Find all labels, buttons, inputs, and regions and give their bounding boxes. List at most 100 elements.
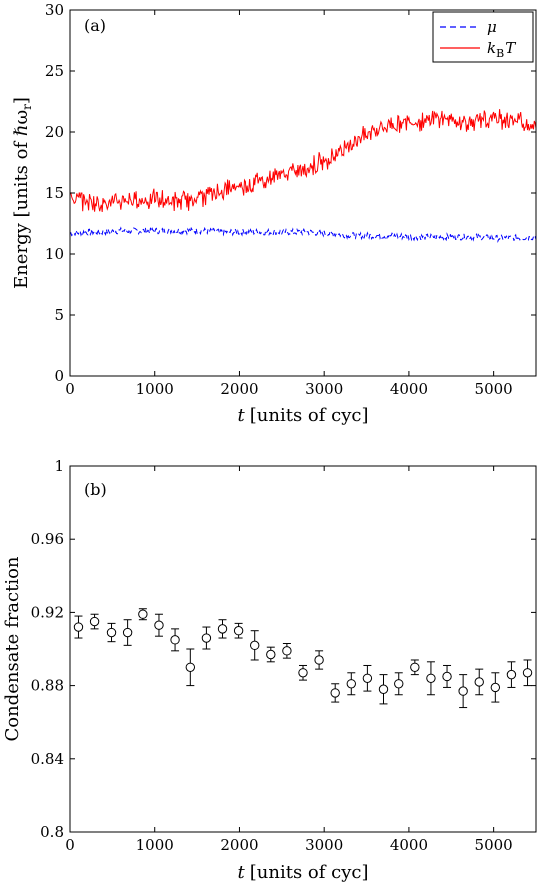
data-point bbox=[266, 646, 276, 663]
panel-b-y-tick-label: 0.92 bbox=[31, 603, 64, 621]
panel-b-x-tick-label: 5000 bbox=[475, 836, 513, 854]
data-point bbox=[122, 619, 133, 646]
panel-a-y-tick-label: 0 bbox=[54, 367, 64, 385]
data-point bbox=[474, 668, 484, 696]
data-marker bbox=[233, 626, 244, 636]
series-mu-line bbox=[69, 226, 537, 244]
legend-kbt-sub: B bbox=[496, 47, 504, 60]
data-point bbox=[330, 683, 340, 703]
legend-mu-label: μ bbox=[487, 18, 497, 36]
panel-b-y-tick-label: 0.84 bbox=[31, 750, 64, 768]
data-marker bbox=[138, 609, 148, 619]
panel-b-x-axis-rest: [units of cyc] bbox=[250, 862, 369, 883]
panel-a-x-tick-label: 0 bbox=[65, 380, 75, 398]
panel-b-y-tick-label: 1 bbox=[54, 457, 64, 475]
data-marker bbox=[442, 671, 452, 682]
data-marker bbox=[298, 668, 308, 678]
data-point bbox=[73, 615, 84, 639]
data-marker bbox=[330, 688, 340, 698]
panel-a-y-tick-label: 15 bbox=[45, 184, 64, 202]
data-point bbox=[282, 643, 292, 659]
data-marker bbox=[170, 635, 180, 645]
data-marker bbox=[314, 655, 324, 665]
panel-b-label: (b) bbox=[84, 480, 107, 499]
panel-b-y-tick-label: 0.96 bbox=[31, 530, 64, 548]
panel-b-x-tick-label: 2000 bbox=[220, 836, 258, 854]
panel-a-x-tick-label: 5000 bbox=[475, 380, 513, 398]
data-point bbox=[298, 664, 308, 681]
data-point bbox=[458, 674, 468, 709]
panel-a-y-axis-text: Energy [units of ℏω bbox=[11, 110, 32, 289]
data-point bbox=[410, 659, 420, 676]
panel-a: 0 1000 2000 3000 4000 5000 0 5 10 15 20 25 30 (a) t[… bbox=[11, 1, 537, 426]
data-marker bbox=[346, 679, 356, 689]
panel-a-x-axis-var: t bbox=[238, 405, 246, 426]
data-point bbox=[314, 650, 324, 670]
panel-b-x-tick-label: 0 bbox=[65, 836, 75, 854]
data-marker bbox=[250, 640, 260, 651]
panel-b-y-tick-label: 0.88 bbox=[31, 677, 64, 695]
data-point bbox=[170, 628, 180, 652]
panel-b-series bbox=[73, 608, 533, 709]
data-marker bbox=[458, 686, 468, 696]
legend-kbt-k: k bbox=[487, 39, 496, 57]
data-marker bbox=[474, 677, 484, 687]
panel-b-x-axis-label: t [units of cyc] bbox=[238, 862, 369, 883]
panel-a-x-axis-rest: [units of cyc] bbox=[250, 405, 369, 426]
data-marker bbox=[282, 646, 292, 656]
panel-a-axes-box bbox=[69, 9, 537, 377]
data-point bbox=[201, 626, 212, 650]
data-point bbox=[217, 619, 228, 639]
data-point bbox=[378, 674, 389, 705]
panel-a-y-tick-label: 5 bbox=[54, 306, 64, 324]
panel-b: 0 1000 2000 3000 4000 5000 0.8 0.84 0.88 0.92 0.96… bbox=[2, 457, 537, 883]
panel-b-y-tick-label: 0.8 bbox=[40, 823, 64, 841]
panel-a-x-axis-label: t [units of cyc] bbox=[238, 405, 369, 426]
panel-a-y-axis-sub: r bbox=[20, 104, 34, 110]
legend-kbt-T: T bbox=[505, 39, 516, 57]
panel-b-y-axis-label: Condensate fraction bbox=[2, 556, 23, 741]
data-marker bbox=[185, 662, 196, 672]
data-marker bbox=[201, 633, 212, 643]
data-marker bbox=[122, 627, 133, 638]
panel-b-x-tick-label: 1000 bbox=[136, 836, 174, 854]
panel-a-y-tick-label: 20 bbox=[45, 123, 64, 141]
data-marker bbox=[378, 684, 389, 694]
data-point bbox=[185, 648, 196, 687]
data-marker bbox=[394, 679, 404, 689]
legend: μ kBT bbox=[432, 11, 534, 63]
panel-a-x-tick-label: 1000 bbox=[136, 380, 174, 398]
panel-a-label: (a) bbox=[84, 16, 106, 35]
panel-a-y-tick-label: 10 bbox=[45, 245, 64, 263]
panel-a-y-axis-label: Energy [units of ℏωr] bbox=[11, 97, 34, 289]
panel-b-x-tick-label: 3000 bbox=[305, 836, 343, 854]
data-marker bbox=[266, 649, 276, 660]
data-marker bbox=[217, 624, 228, 634]
panel-a-series bbox=[69, 109, 537, 244]
data-point bbox=[426, 661, 436, 696]
data-point bbox=[442, 664, 452, 688]
data-point bbox=[522, 659, 533, 687]
data-marker bbox=[362, 673, 373, 683]
data-point bbox=[138, 608, 148, 621]
data-point bbox=[490, 672, 501, 703]
data-point bbox=[233, 622, 244, 639]
data-point bbox=[362, 664, 373, 692]
panel-a-y-tick-label: 25 bbox=[45, 62, 64, 80]
data-marker bbox=[73, 622, 84, 632]
data-point bbox=[89, 613, 100, 630]
panel-a-ticks: 0 1000 2000 3000 4000 5000 0 5 10 15 20 25 30 bbox=[45, 1, 536, 398]
panel-b-x-tick-label: 4000 bbox=[390, 836, 428, 854]
panel-a-x-tick-label: 2000 bbox=[220, 380, 258, 398]
series-kbt-line bbox=[69, 109, 537, 213]
panel-b-x-axis-var: t bbox=[238, 862, 246, 883]
data-marker bbox=[154, 620, 164, 630]
panel-a-y-axis-close: ] bbox=[11, 97, 32, 104]
data-point bbox=[346, 672, 356, 696]
panel-b-axes-box bbox=[69, 465, 537, 833]
data-marker bbox=[410, 662, 420, 672]
data-marker bbox=[506, 669, 517, 680]
data-point bbox=[154, 613, 164, 637]
data-marker bbox=[522, 668, 533, 678]
